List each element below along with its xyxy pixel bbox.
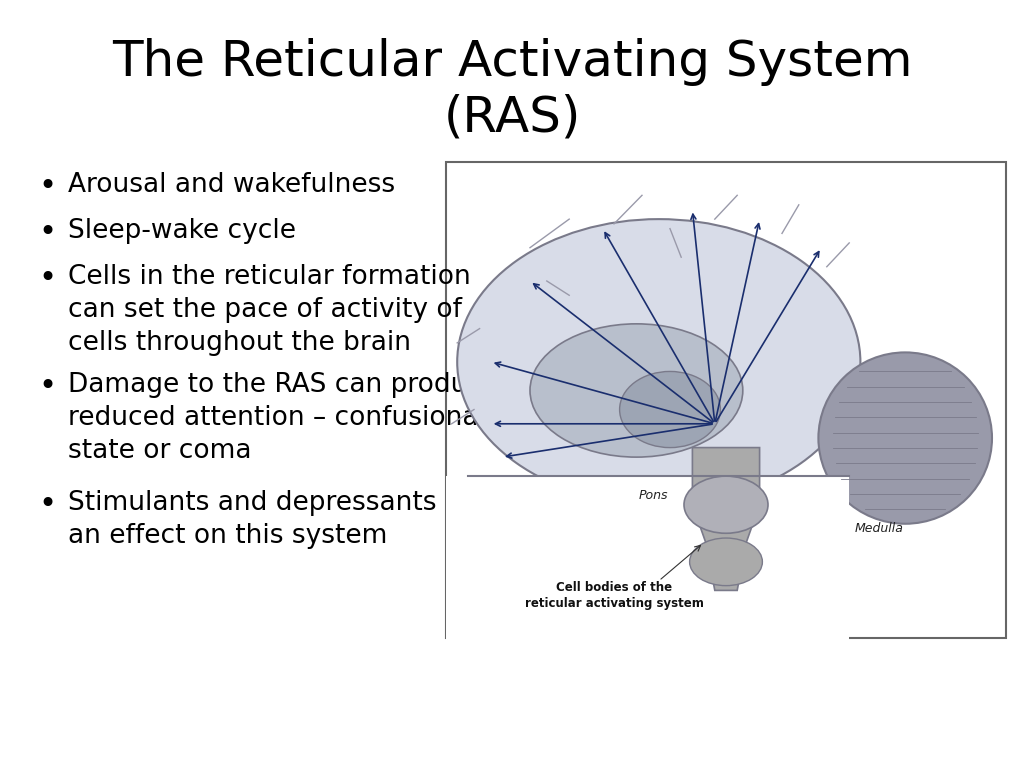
Text: (RAS): (RAS) bbox=[443, 94, 581, 142]
Text: Pons: Pons bbox=[638, 489, 668, 502]
Text: The Reticular Activating System: The Reticular Activating System bbox=[112, 38, 912, 86]
Text: •: • bbox=[38, 490, 56, 519]
Ellipse shape bbox=[818, 352, 992, 524]
Ellipse shape bbox=[620, 371, 721, 448]
Text: Cells in the reticular formation
can set the pace of activity of
cells throughou: Cells in the reticular formation can set… bbox=[68, 264, 471, 356]
Text: Cell bodies of the
reticular activating system: Cell bodies of the reticular activating … bbox=[524, 581, 703, 610]
Text: •: • bbox=[38, 218, 56, 247]
Text: •: • bbox=[38, 264, 56, 293]
Text: Stimulants and depressants have
an effect on this system: Stimulants and depressants have an effec… bbox=[68, 490, 510, 549]
Text: Arousal and wakefulness: Arousal and wakefulness bbox=[68, 172, 395, 198]
Text: •: • bbox=[38, 372, 56, 401]
Polygon shape bbox=[692, 448, 760, 591]
Ellipse shape bbox=[530, 324, 742, 457]
Ellipse shape bbox=[457, 219, 860, 505]
Ellipse shape bbox=[689, 538, 763, 586]
Text: Sleep-wake cycle: Sleep-wake cycle bbox=[68, 218, 296, 244]
Bar bbox=[446, 476, 849, 667]
Text: Medulla: Medulla bbox=[855, 522, 903, 535]
Text: Damage to the RAS can produce
reduced attention – confusional
state or coma: Damage to the RAS can produce reduced at… bbox=[68, 372, 499, 464]
Text: •: • bbox=[38, 172, 56, 201]
Ellipse shape bbox=[684, 476, 768, 533]
Bar bbox=[446, 162, 1006, 638]
